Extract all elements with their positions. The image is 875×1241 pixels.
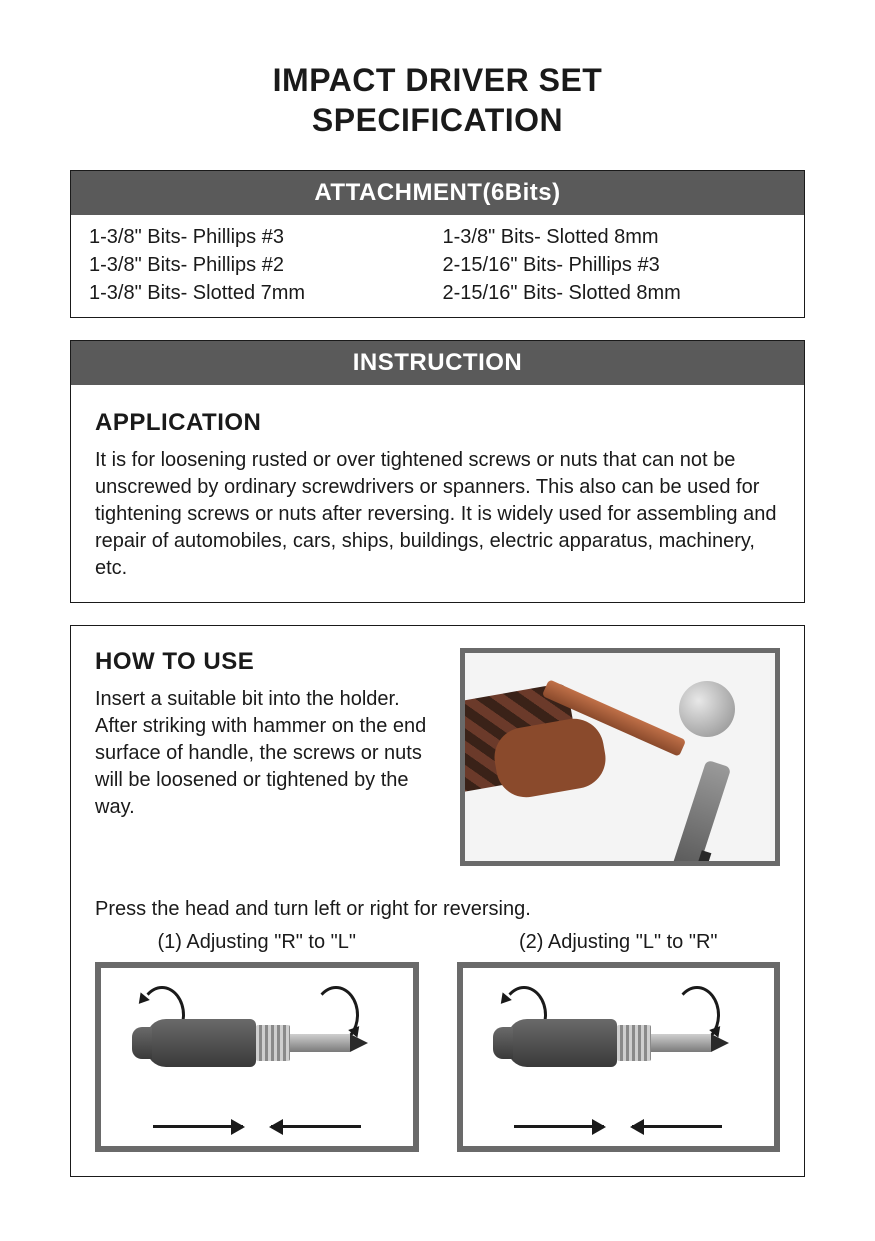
title-line-1: IMPACT DRIVER SET bbox=[70, 60, 805, 100]
adjust-illustration-1 bbox=[95, 962, 419, 1152]
instruction-header: INSTRUCTION bbox=[71, 341, 804, 385]
arrow-left-icon bbox=[632, 1125, 722, 1128]
arrow-left-icon bbox=[271, 1125, 361, 1128]
arrow-right-icon bbox=[514, 1125, 604, 1128]
how-to-use-section: HOW TO USE Insert a suitable bit into th… bbox=[70, 625, 805, 1177]
bit-shape bbox=[711, 1034, 729, 1052]
adjust-row: (1) Adjusting "R" to "L" bbox=[95, 931, 780, 1152]
hammer-strike-illustration bbox=[460, 648, 780, 866]
driver-diagram bbox=[507, 1019, 729, 1067]
attachment-col-right: 1-3/8" Bits- Slotted 8mm 2-15/16" Bits- … bbox=[443, 223, 787, 307]
driver-diagram bbox=[146, 1019, 368, 1067]
attachment-item: 2-15/16" Bits- Phillips #3 bbox=[443, 251, 787, 279]
hammer-head-shape bbox=[679, 681, 735, 737]
page-title: IMPACT DRIVER SET SPECIFICATION bbox=[70, 60, 805, 140]
adjust-col-1: (1) Adjusting "R" to "L" bbox=[95, 931, 419, 1152]
bit-shape bbox=[350, 1034, 368, 1052]
reverse-note: Press the head and turn left or right fo… bbox=[95, 898, 780, 921]
adjust-caption-1: (1) Adjusting "R" to "L" bbox=[95, 931, 419, 954]
attachment-col-left: 1-3/8" Bits- Phillips #3 1-3/8" Bits- Ph… bbox=[89, 223, 443, 307]
attachment-item: 1-3/8" Bits- Phillips #2 bbox=[89, 251, 433, 279]
application-text: It is for loosening rusted or over tight… bbox=[95, 447, 780, 582]
attachment-section: ATTACHMENT(6Bits) 1-3/8" Bits- Phillips … bbox=[70, 170, 805, 318]
adjust-caption-2: (2) Adjusting "L" to "R" bbox=[457, 931, 781, 954]
attachment-item: 1-3/8" Bits- Phillips #3 bbox=[89, 223, 433, 251]
collar-shape bbox=[256, 1025, 290, 1061]
adjust-illustration-2 bbox=[457, 962, 781, 1152]
attachment-item: 1-3/8" Bits- Slotted 8mm bbox=[443, 223, 787, 251]
shaft-shape bbox=[651, 1034, 711, 1052]
application-heading: APPLICATION bbox=[95, 409, 780, 437]
attachment-item: 1-3/8" Bits- Slotted 7mm bbox=[89, 279, 433, 307]
linear-arrows bbox=[101, 1125, 413, 1128]
arrow-right-icon bbox=[153, 1125, 243, 1128]
how-to-use-body: HOW TO USE Insert a suitable bit into th… bbox=[71, 626, 804, 1176]
instruction-section: INSTRUCTION APPLICATION It is for loosen… bbox=[70, 340, 805, 603]
shaft-shape bbox=[290, 1034, 350, 1052]
attachment-item: 2-15/16" Bits- Slotted 8mm bbox=[443, 279, 787, 307]
grip-shape bbox=[146, 1019, 256, 1067]
how-to-use-heading: HOW TO USE bbox=[95, 648, 436, 676]
instruction-body: APPLICATION It is for loosening rusted o… bbox=[71, 385, 804, 602]
adjust-col-2: (2) Adjusting "L" to "R" bbox=[457, 931, 781, 1152]
how-to-use-text: Insert a suitable bit into the holder. A… bbox=[95, 686, 436, 821]
collar-shape bbox=[617, 1025, 651, 1061]
title-line-2: SPECIFICATION bbox=[70, 100, 805, 140]
attachment-body: 1-3/8" Bits- Phillips #3 1-3/8" Bits- Ph… bbox=[71, 215, 804, 317]
linear-arrows bbox=[463, 1125, 775, 1128]
grip-shape bbox=[507, 1019, 617, 1067]
attachment-header: ATTACHMENT(6Bits) bbox=[71, 171, 804, 215]
